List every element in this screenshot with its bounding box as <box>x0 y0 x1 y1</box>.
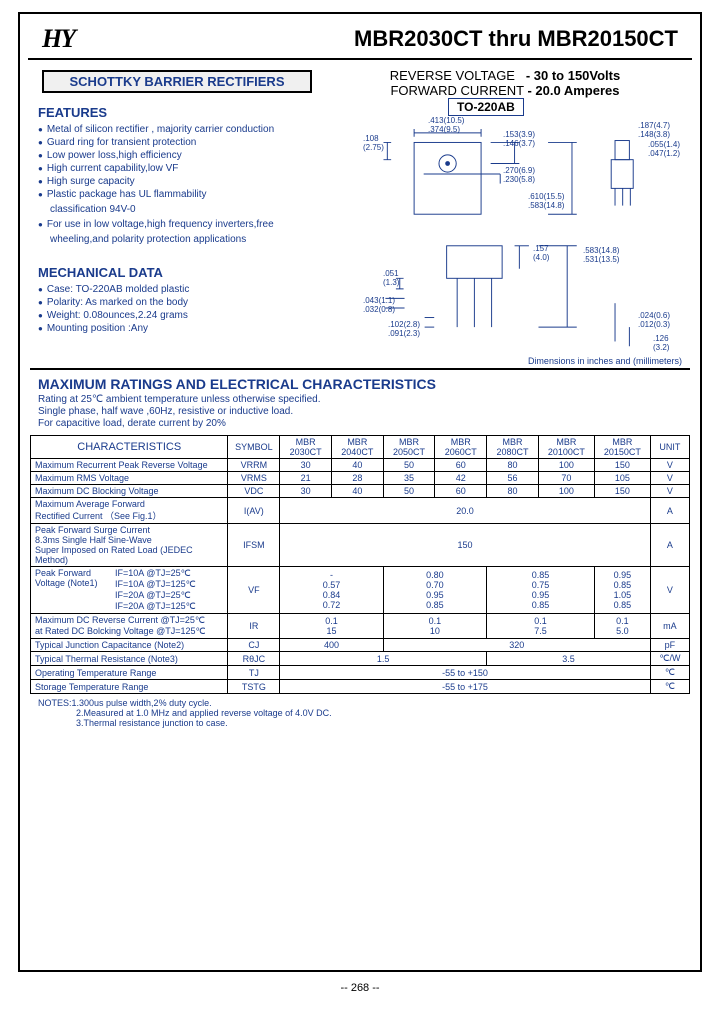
dim: .108 (2.75) <box>363 134 384 152</box>
dim: .610(15.5) .583(14.8) <box>528 192 564 210</box>
table-row: Maximum Recurrent Peak Reverse VoltageVR… <box>31 459 690 472</box>
feature-item: Metal of silicon rectifier , majority ca… <box>38 124 328 135</box>
dim: .413(10.5) .374(9.5) <box>428 116 464 134</box>
dim: .157 (4.0) <box>533 244 549 262</box>
feature-item: Low power loss,high efficiency <box>38 150 328 161</box>
mech-item: Weight: 0.08ounces,2.24 grams <box>38 310 328 321</box>
table-row: Maximum DC Reverse Current @TJ=25℃ at Ra… <box>31 614 690 639</box>
table-row: Typical Thermal Resistance (Note3)RθJC 1… <box>31 652 690 666</box>
dim: .270(6.9) .230(5.8) <box>503 166 535 184</box>
col-unit: UNIT <box>650 436 689 459</box>
mech-item: Mounting position :Any <box>38 323 328 334</box>
col-part: MBR 2080CT <box>487 436 539 459</box>
note: 2.Measured at 1.0 MHz and applied revers… <box>76 708 682 718</box>
logo: HY <box>42 24 74 54</box>
rev-voltage-label: REVERSE VOLTAGE <box>390 68 515 83</box>
feature-item: High surge capacity <box>38 176 328 187</box>
mech-item: Polarity: As marked on the body <box>38 297 328 308</box>
dim: .583(14.8) .531(13.5) <box>583 246 619 264</box>
package-diagram: .108 (2.75) .413(10.5) .374(9.5) .153(3.… <box>328 116 682 366</box>
dim: .055(1.4) .047(1.2) <box>648 140 680 158</box>
max-ratings-title: MAXIMUM RATINGS AND ELECTRICAL CHARACTER… <box>38 376 692 392</box>
table-row: Maximum Average Forward Rectified Curren… <box>31 498 690 524</box>
col-sym: SYMBOL <box>228 436 280 459</box>
feature-item: High current capability,low VF <box>38 163 328 174</box>
table-row: Peak Forward Surge Current 8.3ms Single … <box>31 524 690 567</box>
col-part: MBR 2050CT <box>383 436 435 459</box>
dim: .187(4.7) .148(3.8) <box>638 121 670 139</box>
mech-heading: MECHANICAL DATA <box>38 265 328 280</box>
rev-voltage-value: - 30 to 150Volts <box>526 68 620 83</box>
features-heading: FEATURES <box>38 105 328 120</box>
feature-item: Guard ring for transient protection <box>38 137 328 148</box>
dim: .102(2.8) .091(2.3) <box>388 320 420 338</box>
page-number: -- 268 -- <box>0 982 720 994</box>
table-row: Operating Temperature RangeTJ -55 to +15… <box>31 666 690 680</box>
col-part: MBR 2060CT <box>435 436 487 459</box>
note: NOTES:1.300us pulse width,2% duty cycle. <box>38 698 682 708</box>
feature-item: For use in low voltage,high frequency in… <box>38 219 328 230</box>
feature-sub: wheeling,and polarity protection applica… <box>50 234 328 245</box>
table-row: Typical Junction Capacitance (Note2)CJ 4… <box>31 639 690 652</box>
dim: .024(0.6) .012(0.3) <box>638 311 670 329</box>
product-type-box: SCHOTTKY BARRIER RECTIFIERS <box>42 70 312 93</box>
col-part: MBR 20100CT <box>538 436 594 459</box>
characteristics-table: CHARACTERISTICS SYMBOL MBR 2030CT MBR 20… <box>30 435 690 694</box>
col-part: MBR 2040CT <box>331 436 383 459</box>
col-part: MBR 20150CT <box>594 436 650 459</box>
dim: .126 (3.2) <box>653 334 669 352</box>
rating-note: Single phase, half wave ,60Hz, resistive… <box>38 406 692 417</box>
col-char: CHARACTERISTICS <box>31 436 228 459</box>
page-title: MBR2030CT thru MBR20150CT <box>90 26 678 52</box>
rating-note: Rating at 25℃ ambient temperature unless… <box>38 394 692 405</box>
table-row: Maximum DC Blocking VoltageVDC 304050608… <box>31 485 690 498</box>
dim: .043(1.1) .032(0.8) <box>363 296 395 314</box>
rating-note: For capacitive load, derate current by 2… <box>38 418 692 429</box>
mech-item: Case: TO-220AB molded plastic <box>38 284 328 295</box>
table-row: Storage Temperature RangeTSTG -55 to +17… <box>31 680 690 694</box>
dim: .153(3.9) .146(3.7) <box>503 130 535 148</box>
table-row: Maximum RMS VoltageVRMS 212835425670105 … <box>31 472 690 485</box>
feature-item: Plastic package has UL flammability <box>38 189 328 200</box>
feature-sub: classification 94V-0 <box>50 204 328 215</box>
dim: .051 (1.3) <box>383 269 399 287</box>
note: 3.Thermal resistance junction to case. <box>76 718 682 728</box>
table-row: Peak Forward Voltage (Note1) IF=10A @TJ=… <box>31 567 690 614</box>
fwd-current-value: - 20.0 Amperes <box>527 83 619 98</box>
col-part: MBR 2030CT <box>280 436 332 459</box>
fwd-current-label: FORWARD CURRENT <box>390 83 523 98</box>
package-name: TO-220AB <box>448 98 524 116</box>
dim-note: Dimensions in inches and (millimeters) <box>528 356 682 366</box>
